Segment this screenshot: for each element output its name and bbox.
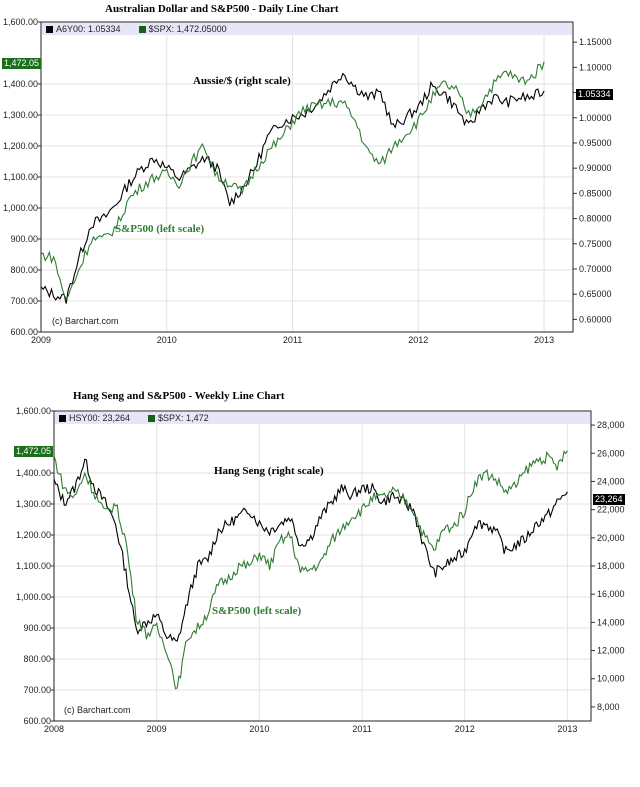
svg-text:1.10000: 1.10000 [579,62,612,72]
legend-swatch-black-icon [59,415,66,422]
svg-text:800.00: 800.00 [10,265,38,275]
svg-text:1,300.00: 1,300.00 [16,499,51,509]
svg-text:8,000: 8,000 [597,702,620,712]
svg-text:24,000: 24,000 [597,476,625,486]
annotation-aussie: Aussie/$ (right scale) [193,75,291,87]
svg-text:600.00: 600.00 [10,327,38,337]
left-last-value-tag-top: 1,472.05 [2,58,42,69]
svg-text:1,400.00: 1,400.00 [16,468,51,478]
svg-text:700.00: 700.00 [10,296,38,306]
svg-text:2008: 2008 [44,724,64,734]
svg-text:10,000: 10,000 [597,674,625,684]
legend-bottom: HSY00: 23,264 $SPX: 1,472 [55,412,590,424]
svg-text:22,000: 22,000 [597,505,625,515]
svg-text:1,100.00: 1,100.00 [16,561,51,571]
svg-text:800.00: 800.00 [23,654,51,664]
svg-text:0.70000: 0.70000 [579,264,612,274]
svg-text:900.00: 900.00 [23,623,51,633]
svg-text:2009: 2009 [31,335,51,345]
svg-text:1,200.00: 1,200.00 [16,530,51,540]
svg-text:0.90000: 0.90000 [579,163,612,173]
svg-text:0.80000: 0.80000 [579,214,612,224]
svg-text:2010: 2010 [249,724,269,734]
svg-text:18,000: 18,000 [597,561,625,571]
svg-text:1.15000: 1.15000 [579,37,612,47]
svg-text:0.75000: 0.75000 [579,239,612,249]
right-last-value-tag-top: 1.05334 [576,89,613,100]
legend-item-hsy00: HSY00: 23,264 [59,413,130,423]
svg-text:1,600.00: 1,600.00 [3,17,38,27]
svg-text:900.00: 900.00 [10,234,38,244]
svg-text:1,300.00: 1,300.00 [3,110,38,120]
svg-text:1,000.00: 1,000.00 [16,592,51,602]
svg-text:1,400.00: 1,400.00 [3,79,38,89]
annotation-sp500-bottom: S&P500 (left scale) [212,605,302,617]
legend-swatch-green-icon [148,415,156,422]
svg-text:16,000: 16,000 [597,589,625,599]
svg-text:2013: 2013 [534,335,554,345]
svg-text:14,000: 14,000 [597,617,625,627]
chart-title-top: Australian Dollar and S&P500 - Daily Lin… [105,3,339,15]
svg-text:0.85000: 0.85000 [579,188,612,198]
svg-text:28,000: 28,000 [597,420,625,430]
svg-text:2011: 2011 [352,724,371,734]
right-last-value-tag-bottom: 23,264 [593,494,625,505]
svg-text:2012: 2012 [408,335,428,345]
svg-text:1,000.00: 1,000.00 [3,203,38,213]
copyright-bottom: (c) Barchart.com [64,705,131,715]
svg-text:1,600.00: 1,600.00 [16,406,51,416]
copyright-top: (c) Barchart.com [52,316,119,326]
svg-text:20,000: 20,000 [597,533,625,543]
legend-swatch-black-icon [46,26,53,33]
legend-top: A6Y00: 1.05334 $SPX: 1,472.05000 [42,23,572,35]
svg-text:2010: 2010 [157,335,177,345]
legend-item-spx: $SPX: 1,472 [148,413,209,423]
legend-swatch-green-icon [138,26,146,33]
legend-item-a6y00: A6Y00: 1.05334 [46,24,121,34]
annotation-sp500-top: S&P500 (left scale) [115,223,205,235]
svg-text:1.00000: 1.00000 [579,113,612,123]
svg-text:0.95000: 0.95000 [579,138,612,148]
svg-text:0.65000: 0.65000 [579,289,612,299]
chart-bottom-plot: 1,600.00 1,400.00 1,300.00 1,200.00 1,100.00… [16,406,625,734]
svg-text:1,100.00: 1,100.00 [3,172,38,182]
svg-text:1,200.00: 1,200.00 [3,141,38,151]
chart-top-plot: 1,600.00 1,400.00 1,300.00 1,200.00 1,100.00… [3,17,612,345]
left-last-value-tag-bottom: 1,472.05 [14,446,54,457]
svg-text:2009: 2009 [147,724,167,734]
svg-text:12,000: 12,000 [597,646,625,656]
svg-text:26,000: 26,000 [597,448,625,458]
svg-text:0.60000: 0.60000 [579,314,612,324]
legend-item-spx: $SPX: 1,472.05000 [138,24,227,34]
svg-text:2013: 2013 [557,724,577,734]
svg-text:700.00: 700.00 [23,685,51,695]
svg-text:2011: 2011 [283,335,302,345]
svg-text:2012: 2012 [455,724,475,734]
chart-title-bottom: Hang Seng and S&P500 - Weekly Line Chart [73,390,285,402]
svg-text:600.00: 600.00 [23,716,51,726]
annotation-hangseng: Hang Seng (right scale) [214,465,324,477]
